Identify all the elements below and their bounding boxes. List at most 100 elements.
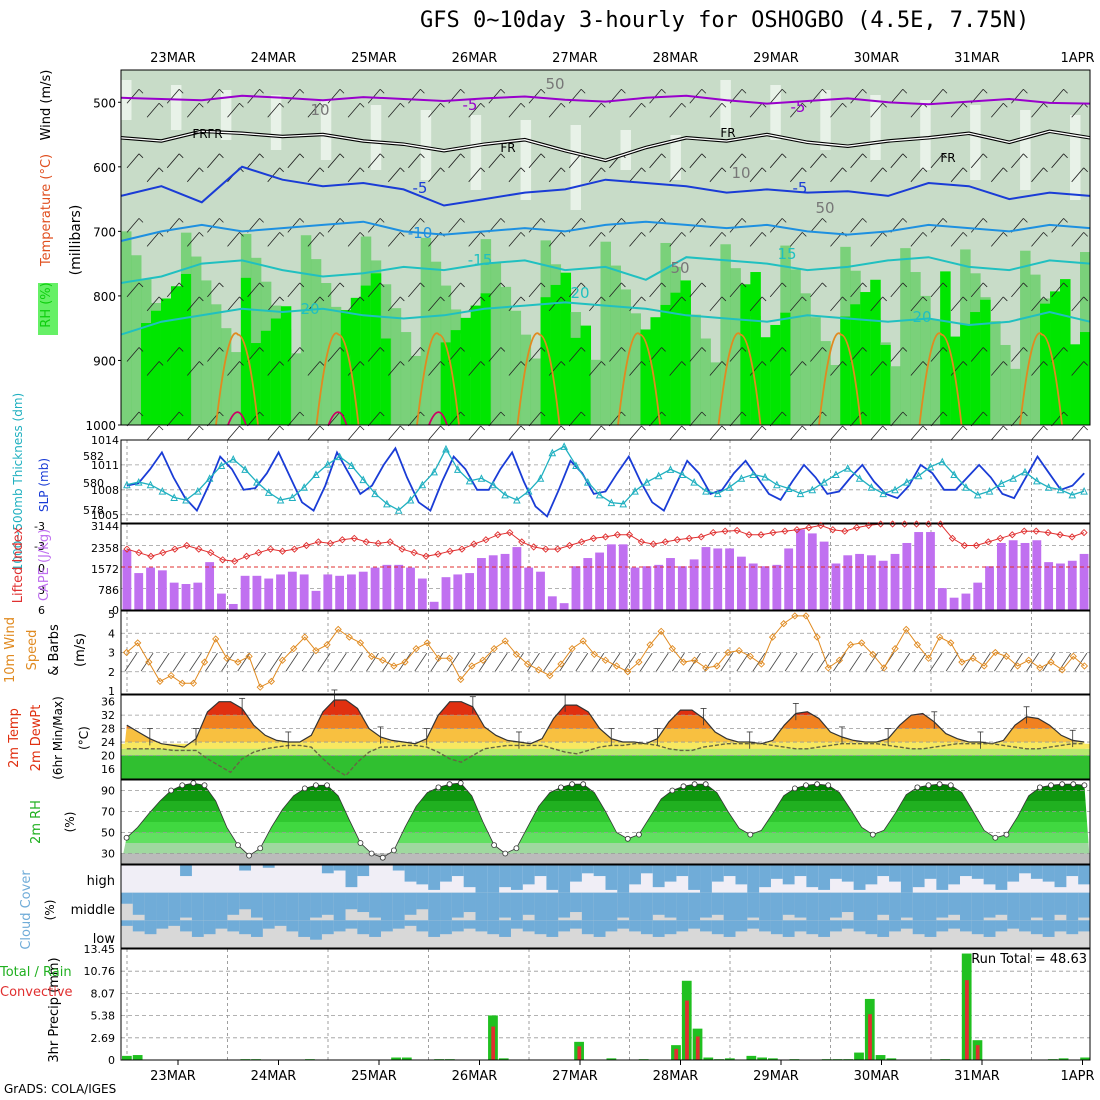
wind-speed-point: [646, 641, 654, 649]
minmax-axis-label: (6hr Min/Max): [51, 696, 65, 780]
thickness-point: [1080, 486, 1088, 495]
wind-speed-point: [479, 656, 487, 664]
rh-moist-column: [250, 257, 262, 425]
li-point: [314, 538, 323, 546]
wind-barb-flag: [681, 102, 686, 108]
wind-barb-flag: [520, 425, 526, 431]
wind-barb-flag: [1023, 218, 1028, 223]
wind-barb-flag: [560, 296, 566, 302]
wind-barb-flag: [721, 102, 727, 108]
wind-barb-flag: [601, 296, 606, 302]
wind-barb-flag: [641, 296, 646, 302]
surface-wind-barb: [543, 652, 556, 672]
wind-barb: [448, 347, 461, 362]
contour-label: 20: [300, 300, 319, 318]
wind-barb-flag: [420, 218, 425, 223]
precip-panel: [120, 948, 1091, 1061]
cloud-cell: [357, 892, 370, 913]
slp-line: [126, 446, 1085, 518]
cloud-cell: [711, 920, 725, 935]
wind-speed-point: [256, 683, 264, 691]
wind-speed-point: [290, 645, 298, 653]
rh-saturated-column: [850, 304, 861, 425]
wind-barb-flag: [641, 167, 646, 173]
wind-barb: [468, 167, 482, 183]
rh-moist-column: [990, 321, 1001, 425]
cape-bar: [807, 533, 817, 610]
thickness-point: [1033, 476, 1041, 485]
wind-barb: [789, 296, 803, 312]
wind-barb: [146, 296, 160, 312]
cape-bar: [902, 542, 912, 610]
cloud-cell: [830, 865, 843, 879]
wind-barb: [186, 361, 200, 376]
wind-barb: [749, 103, 763, 118]
wind-barb: [890, 411, 904, 427]
wind-barb-flag: [319, 296, 325, 302]
cloud-cell: [298, 892, 311, 921]
cloud-cell: [121, 892, 134, 904]
pressure-tick: 1000: [85, 419, 116, 433]
cloud-cell: [593, 892, 606, 921]
wind-barb-flag: [741, 347, 747, 352]
rh-moist-column: [330, 306, 342, 425]
li-point: [147, 552, 155, 560]
li-tick: 6: [38, 604, 45, 617]
wind-speed-point: [189, 679, 198, 687]
cloud-cell: [463, 920, 476, 929]
rh-saturated-column: [580, 325, 592, 425]
wind-barb-flag: [862, 411, 867, 417]
cloud-cell: [369, 892, 382, 918]
precip-convective-bar: [685, 1000, 689, 1060]
wind-barb-flag: [138, 218, 144, 223]
cloud-cell: [570, 920, 583, 929]
li-point: [781, 527, 789, 535]
temp-unit-label: (°C): [77, 726, 91, 750]
surface-wind-barb: [833, 652, 846, 672]
wind-speed-point: [178, 679, 186, 687]
cloud-cell: [629, 892, 642, 921]
wind-speed-point: [1047, 658, 1055, 666]
wind-barb: [1071, 232, 1085, 247]
wind-barb: [850, 218, 863, 233]
rh-dry-band: [121, 853, 1090, 864]
cape-bar: [323, 574, 333, 610]
rh-moist-column: [130, 255, 142, 425]
cloud-cell: [1054, 920, 1067, 932]
pressure-tick: 700: [93, 225, 116, 239]
wind-speed-point: [858, 639, 866, 647]
thickness-point: [737, 474, 746, 482]
hot-contour: [227, 411, 247, 426]
thickness-point: [572, 461, 580, 470]
wind-barb: [649, 89, 662, 104]
rh-moist-column: [400, 332, 412, 425]
wind-barb: [347, 167, 361, 183]
wind-barb-flag: [882, 361, 887, 366]
cape-bar: [618, 544, 628, 610]
wind-barb: [247, 347, 260, 362]
wind-barb: [669, 232, 683, 247]
wind-barb: [207, 89, 220, 104]
wind-barb: [609, 282, 622, 298]
wind-barb: [146, 361, 160, 376]
surface-wind-barb: [639, 652, 653, 672]
temperature-tick: 28: [101, 723, 115, 736]
wind-barb: [367, 282, 381, 298]
cloud-cell: [250, 920, 264, 937]
li-point: [338, 536, 346, 544]
cape-bar: [559, 603, 569, 610]
cloud-cell: [747, 865, 760, 893]
wind-barb: [387, 232, 401, 247]
cloud-cell: [912, 892, 925, 921]
cloud-cell: [321, 892, 335, 915]
wind-barb-flag: [761, 232, 767, 237]
wind-barb-flag: [781, 153, 787, 159]
wind-barb: [970, 153, 984, 169]
wind-barb-flag: [862, 282, 867, 288]
rh-moist-column: [1030, 274, 1041, 425]
wind-barb-flag: [1003, 232, 1008, 237]
cloud-cell: [239, 865, 252, 871]
wind-barb: [428, 361, 441, 376]
wind-barb-flag: [420, 347, 425, 352]
wind-barb-flag: [359, 232, 365, 237]
